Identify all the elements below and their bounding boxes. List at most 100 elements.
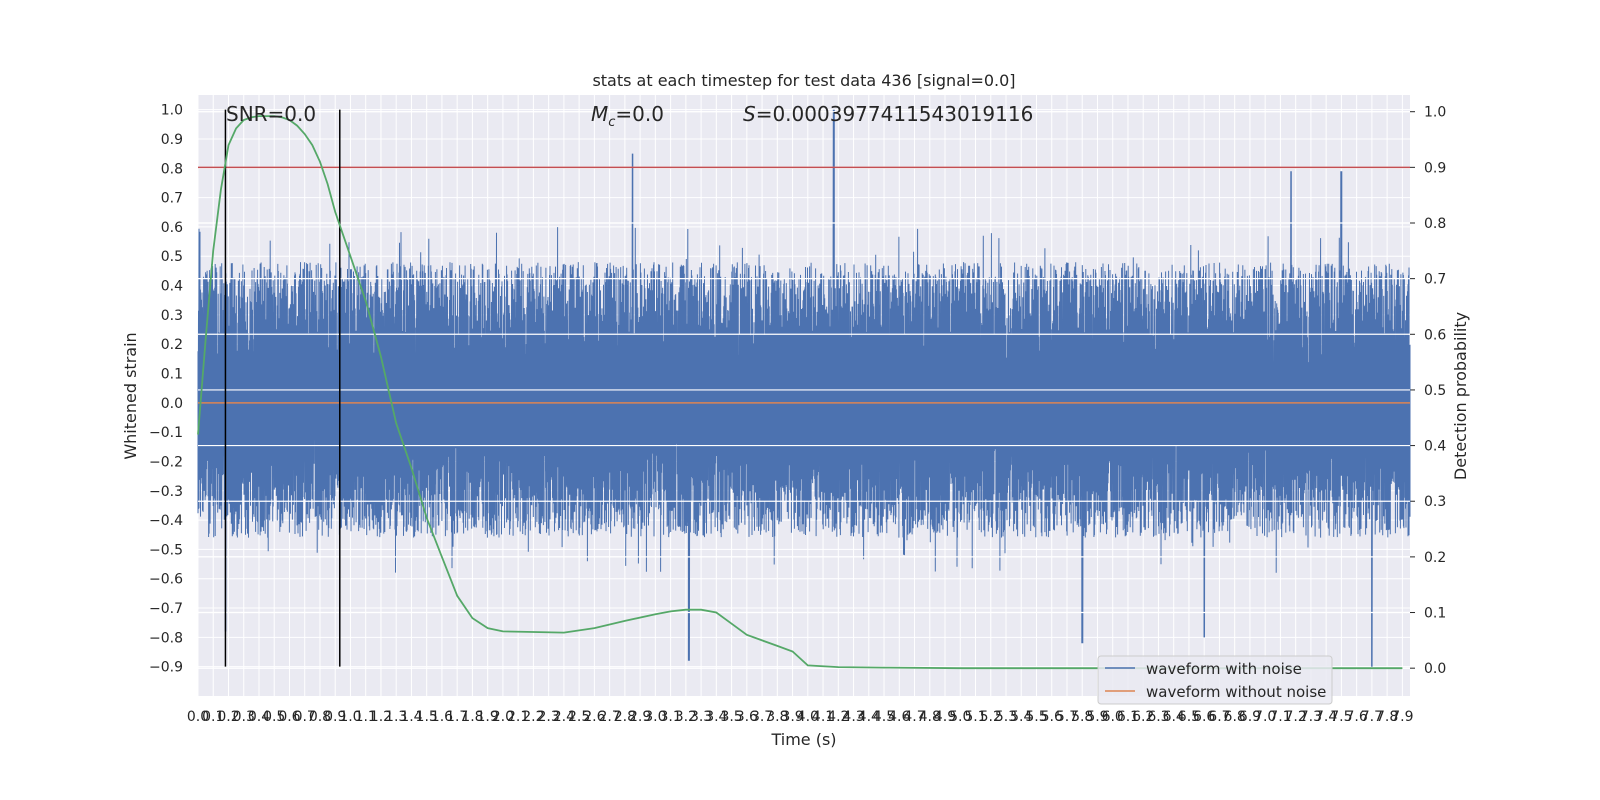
x-tick-label: 2.0 bbox=[492, 709, 514, 725]
x-tick-label: 7.2 bbox=[1285, 709, 1307, 725]
x-tick-label: 0.8 bbox=[309, 709, 331, 725]
x-tick-label: 2.8 bbox=[614, 709, 636, 725]
x-tick-label: 1.2 bbox=[370, 709, 392, 725]
detection-probability-line bbox=[197, 115, 1403, 670]
y-tick-label: −0.9 bbox=[149, 660, 183, 676]
y-tick-label: 0.7 bbox=[161, 191, 183, 207]
y2-tick-label: 0.4 bbox=[1424, 439, 1446, 455]
y-tick-label: −0.1 bbox=[149, 425, 183, 441]
x-tick-label: 4.0 bbox=[797, 709, 819, 725]
y2-tick-label: 0.0 bbox=[1424, 661, 1446, 677]
x-tick-label: 3.7 bbox=[751, 709, 773, 725]
x-tick-label: 7.6 bbox=[1346, 709, 1368, 725]
x-tick-label: 1.6 bbox=[431, 709, 453, 725]
x-tick-label: 1.7 bbox=[446, 709, 468, 725]
x-tick-labels: 0.00.10.20.30.40.50.60.70.80.91.01.11.21… bbox=[187, 709, 1414, 725]
y-tick-label: 0.6 bbox=[161, 220, 183, 236]
x-tick-label: 4.3 bbox=[842, 709, 864, 725]
s-symbol: S bbox=[743, 102, 756, 126]
x-tick-label: 0.0 bbox=[187, 709, 209, 725]
x-tick-label: 6.8 bbox=[1224, 709, 1246, 725]
legend-box bbox=[1097, 655, 1333, 705]
legend-label-waveform-without-noise: waveform without noise bbox=[1146, 683, 1326, 701]
y-tick-label: −0.4 bbox=[149, 513, 183, 529]
x-tick-label: 7.0 bbox=[1254, 709, 1276, 725]
y2-tick-labels: 0.0 0.1 0.2 0.3 0.4 0.5 0.6 0.7 0.8 0.9 1.0 bbox=[1424, 105, 1446, 677]
x-tick-label: 7.8 bbox=[1376, 709, 1398, 725]
x-tick-label: 2.4 bbox=[553, 709, 575, 725]
y2-tick-label: 0.3 bbox=[1424, 494, 1446, 510]
x-tick-label: 4.5 bbox=[873, 709, 895, 725]
x-tick-label: 4.2 bbox=[827, 709, 849, 725]
x-tick-label: 3.6 bbox=[736, 709, 758, 725]
x-tick-label: 4.6 bbox=[888, 709, 910, 725]
x-tick-label: 1.3 bbox=[385, 709, 407, 725]
x-tick-label: 2.9 bbox=[629, 709, 651, 725]
x-tick-label: 3.2 bbox=[675, 709, 697, 725]
y-tick-label: −0.7 bbox=[149, 601, 183, 617]
x-tick-label: 5.5 bbox=[1025, 709, 1047, 725]
x-tick-label: 5.8 bbox=[1071, 709, 1093, 725]
x-tick-label: 6.2 bbox=[1132, 709, 1154, 725]
y-tick-label: −0.8 bbox=[149, 630, 183, 646]
x-tick-label: 1.5 bbox=[416, 709, 438, 725]
x-tick-label: 5.2 bbox=[980, 709, 1002, 725]
y-tick-label: 0.5 bbox=[161, 249, 183, 265]
x-tick-label: 5.4 bbox=[1010, 709, 1032, 725]
y-tick-label: 0.4 bbox=[161, 279, 183, 295]
x-tick-label: 0.9 bbox=[324, 709, 346, 725]
x-axis-label: Time (s) bbox=[770, 730, 836, 749]
x-tick-label: 7.3 bbox=[1300, 709, 1322, 725]
y-tick-label: 0.9 bbox=[161, 132, 183, 148]
x-tick-label: 6.4 bbox=[1163, 709, 1185, 725]
y-tick-label: 0.2 bbox=[161, 337, 183, 353]
x-tick-label: 5.0 bbox=[949, 709, 971, 725]
y2-tick-label: 0.9 bbox=[1424, 160, 1446, 176]
x-tick-label: 6.6 bbox=[1193, 709, 1215, 725]
legend: waveform with noise waveform without noi… bbox=[1097, 655, 1333, 705]
y-tick-labels: −0.9 −0.8 −0.7 −0.6 −0.5 −0.4 −0.3 −0.2 −0.1 0.0 0… bbox=[149, 103, 183, 676]
s-annotation: S=0.0003977411543019116 bbox=[743, 102, 1033, 126]
x-tick-label: 7.5 bbox=[1330, 709, 1352, 725]
x-tick-label: 6.0 bbox=[1102, 709, 1124, 725]
x-tick-label: 5.6 bbox=[1041, 709, 1063, 725]
x-tick-label: 2.3 bbox=[538, 709, 560, 725]
x-tick-label: 4.4 bbox=[858, 709, 880, 725]
x-tick-label: 3.9 bbox=[781, 709, 803, 725]
y2-tick-label: 1.0 bbox=[1424, 105, 1446, 121]
chirp-mass-symbol: M bbox=[591, 102, 608, 126]
x-tick-label: 2.7 bbox=[598, 709, 620, 725]
y2-tick-label: 0.7 bbox=[1424, 272, 1446, 288]
x-tick-label: 7.1 bbox=[1269, 709, 1291, 725]
chirp-mass-annotation: Mc=0.0 bbox=[591, 102, 664, 130]
x-tick-label: 0.7 bbox=[294, 709, 316, 725]
x-tick-label: 4.1 bbox=[812, 709, 834, 725]
series-detection-probability bbox=[197, 115, 1403, 670]
x-tick-label: 3.5 bbox=[720, 709, 742, 725]
x-tick-label: 6.1 bbox=[1117, 709, 1139, 725]
y-tick-label: 1.0 bbox=[161, 103, 183, 119]
x-tick-label: 5.1 bbox=[964, 709, 986, 725]
y-tick-label: 0.0 bbox=[161, 396, 183, 412]
waveform-with-noise-core bbox=[198, 388, 1410, 439]
x-tick-label: 7.4 bbox=[1315, 709, 1337, 725]
x-tick-label: 5.9 bbox=[1086, 709, 1108, 725]
x-tick-label: 0.4 bbox=[248, 709, 270, 725]
y2-tick-label: 0.6 bbox=[1424, 327, 1446, 343]
vertical-markers bbox=[224, 109, 341, 667]
x-tick-label: 6.9 bbox=[1239, 709, 1261, 725]
x-tick-label: 3.8 bbox=[766, 709, 788, 725]
legend-label-waveform-with-noise: waveform with noise bbox=[1146, 660, 1302, 678]
y2-tick-label: 0.5 bbox=[1424, 383, 1446, 399]
x-tick-label: 6.7 bbox=[1208, 709, 1230, 725]
x-tick-label: 0.2 bbox=[217, 709, 239, 725]
y-tick-label: 0.3 bbox=[161, 308, 183, 324]
x-tick-label: 3.1 bbox=[659, 709, 681, 725]
x-tick-label: 0.5 bbox=[263, 709, 285, 725]
x-tick-label: 4.8 bbox=[919, 709, 941, 725]
x-tick-label: 2.1 bbox=[507, 709, 529, 725]
x-tick-label: 2.5 bbox=[568, 709, 590, 725]
x-tick-label: 7.9 bbox=[1391, 709, 1413, 725]
x-tick-label: 3.4 bbox=[705, 709, 727, 725]
